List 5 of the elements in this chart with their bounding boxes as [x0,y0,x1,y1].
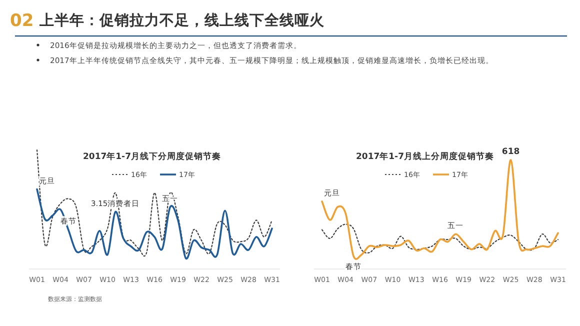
chart-title: 2017年1-7月线上分周度促销节奏 [356,151,494,162]
text: 上半年：促销拉力不足，线上线下全线哑火 [38,12,326,29]
chart-title: 2017年1-7月线下分周度促销节奏 [82,151,222,162]
annotation: 618 [502,147,520,157]
text: 02 [10,11,34,31]
